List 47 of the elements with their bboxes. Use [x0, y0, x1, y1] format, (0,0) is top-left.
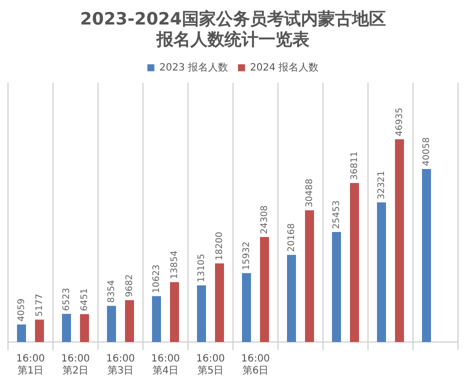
- data-label: 46935: [394, 108, 405, 136]
- data-label: 24308: [260, 205, 270, 234]
- data-label: 6451: [80, 288, 90, 312]
- bar: [260, 236, 269, 342]
- x-tick-label: 16:00 第2日: [61, 354, 90, 377]
- bar: [305, 210, 314, 342]
- bar: [422, 168, 431, 342]
- data-label: 6523: [62, 288, 72, 311]
- data-label: 13854: [170, 250, 180, 280]
- data-label: 4059: [16, 298, 27, 322]
- bar: [242, 273, 251, 342]
- x-tick-label: 16:00 第1日: [16, 354, 45, 377]
- data-label: 40058: [422, 137, 432, 166]
- bar: [62, 314, 71, 342]
- data-label: 25453: [332, 200, 342, 230]
- bar: [287, 254, 296, 342]
- legend-label: 2024 报名人数: [250, 61, 319, 74]
- x-tick-label: 16:00 第5日: [196, 354, 225, 377]
- bar: [170, 282, 179, 342]
- chart-title: 2023-2024国家公务员考试内蒙古地区报名人数统计一览表: [80, 10, 386, 50]
- bar: [215, 263, 224, 342]
- legend-label: 2023 报名人数: [159, 61, 228, 74]
- bar: [125, 300, 134, 342]
- bar: [395, 139, 404, 342]
- data-label: 5177: [34, 294, 45, 317]
- data-label: 9682: [124, 274, 135, 298]
- data-label: 13105: [196, 254, 207, 282]
- bar: [17, 324, 26, 342]
- data-label: 30488: [304, 178, 315, 208]
- bar: [350, 182, 359, 342]
- data-label: 10623: [152, 264, 162, 294]
- bar: [197, 285, 206, 342]
- x-tick-label: 16:00 第6日: [241, 354, 270, 377]
- data-label: 36811: [350, 151, 360, 180]
- bar: [377, 202, 386, 342]
- x-tick-label: 16:00 第3日: [106, 354, 135, 377]
- data-label: 15932: [242, 242, 252, 270]
- x-tick-label: 16:00 第4日: [151, 354, 180, 377]
- data-label: 8354: [106, 280, 117, 303]
- bar: [152, 296, 161, 342]
- bar: [35, 320, 44, 342]
- bar: [107, 306, 116, 342]
- data-label: 20168: [286, 222, 297, 252]
- data-label: 18200: [214, 231, 225, 260]
- data-label: 32321: [376, 170, 387, 200]
- bar: [332, 232, 341, 342]
- bar: [80, 314, 89, 342]
